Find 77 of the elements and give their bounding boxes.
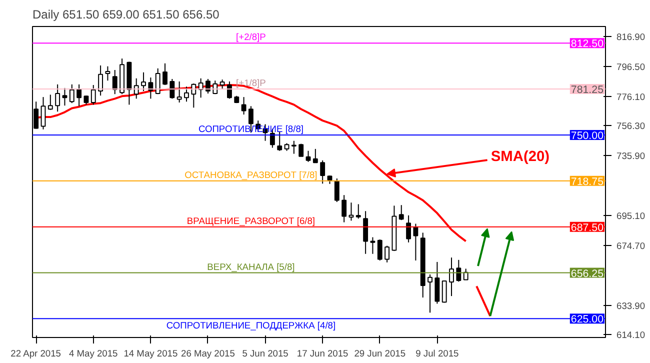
annotation: 656.25: [570, 268, 604, 280]
candlestick: [76, 84, 82, 107]
candlestick: [176, 80, 182, 103]
candlestick: [291, 140, 296, 154]
annotation: 625.00: [570, 314, 604, 326]
candlestick: [363, 210, 368, 254]
x-tick-label: 26 May 2015: [181, 348, 235, 358]
y-tick-label: 735.90: [616, 151, 646, 162]
candlestick: [40, 96, 46, 130]
candlestick: [62, 88, 68, 106]
candlestick: [55, 84, 60, 112]
candlestick: [406, 214, 411, 243]
x-tick-label: 22 Apr 2015: [10, 348, 61, 358]
candlestick: [370, 236, 376, 254]
candlestick: [384, 245, 390, 263]
annotation: 812.50: [570, 38, 604, 50]
x-tick-label: 5 Jun 2015: [242, 348, 288, 358]
candlestick: [141, 72, 146, 92]
candlestick: [162, 62, 168, 86]
y-tick-label: 614.10: [616, 330, 646, 340]
candlestick: [184, 86, 189, 102]
ref-line-label: ВЕРХ_КАНАЛА [5/8]: [207, 262, 295, 272]
annotation: 687.50: [570, 222, 604, 234]
candlestick: [155, 68, 160, 95]
candlestick: [377, 238, 382, 261]
candlestick: [170, 78, 175, 100]
candlestick: [428, 274, 432, 314]
annotation: 750.00: [570, 130, 604, 142]
annotation: 718.75: [570, 176, 604, 188]
candlestick: [227, 80, 232, 100]
x-tick-label: 9 Jul 2015: [416, 348, 459, 358]
x-tick-label: 29 Jun 2015: [354, 348, 406, 358]
candlestick: [356, 204, 361, 220]
y-tick-label: 816.90: [616, 32, 646, 42]
candlestick: [413, 223, 418, 261]
ref-line-label: ОСТАНОВКА_РАЗВОРОТ [7/8]: [184, 170, 318, 180]
ref-line-label: [+1/8]P: [236, 78, 266, 88]
y-tick-label: 633.90: [616, 301, 646, 312]
candlestick: [456, 259, 462, 282]
candlestick: [148, 77, 154, 100]
candlestick: [98, 64, 104, 96]
y-tick-label: 776.10: [616, 92, 646, 102]
candlestick: [134, 78, 139, 100]
candlestick: [348, 202, 354, 222]
candlestick: [48, 94, 53, 110]
candlestick: [105, 66, 110, 82]
y-tick-label: 796.50: [616, 62, 646, 72]
candlestick: [220, 79, 225, 90]
candlestick: [191, 83, 196, 108]
candlestick: [398, 204, 404, 221]
candlestick: [90, 84, 96, 106]
candlestick: [84, 95, 89, 106]
y-tick-label: 674.70: [616, 241, 646, 252]
text: SMA(20): [490, 149, 550, 166]
y-tick-label: 756.30: [616, 121, 646, 132]
candlestick: [312, 148, 318, 164]
x-tick-label: 14 May 2015: [124, 348, 178, 358]
candlestick: [69, 84, 74, 104]
ref-line-label: СОПРОТИВЛЕНИЕ_ПОДДЕРЖКА [4/8]: [166, 320, 336, 331]
candlestick: [241, 96, 246, 116]
candlestick: [206, 78, 210, 94]
candlestick: [434, 261, 440, 304]
x-tick-label: 17 Jun 2015: [296, 348, 348, 358]
y-tick-label: 695.10: [616, 211, 646, 222]
ref-line-label: ВРАЩЕНИЕ_РАЗВОРОТ [6/8]: [186, 216, 316, 226]
candlestick: [320, 160, 326, 184]
candlestick: [334, 178, 340, 202]
candlestick: [298, 143, 304, 157]
chart-title: Daily 651.50 659.00 651.50 656.50: [32, 8, 220, 22]
candlestick: [277, 131, 282, 152]
candlestick: [112, 70, 118, 95]
candlestick: [449, 257, 454, 297]
ref-line-label: [+2/8]P: [236, 32, 266, 42]
x-tick-label: 4 May 2015: [69, 348, 118, 358]
candlestick: [306, 150, 311, 162]
candlestick: [342, 194, 347, 223]
annotation: 781.25: [570, 84, 604, 96]
